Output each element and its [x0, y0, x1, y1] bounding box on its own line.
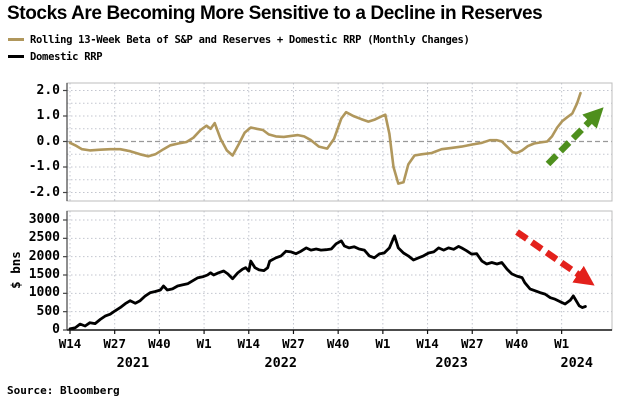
rrp-line — [68, 234, 587, 331]
chart-title: Stocks Are Becoming More Sensitive to a … — [7, 3, 543, 24]
uptrend-arrow — [545, 107, 604, 167]
legend-item-rrp: Domestic RRP — [8, 48, 470, 65]
legend-label-rrp: Domestic RRP — [30, 50, 103, 63]
legend-label-beta: Rolling 13-Week Beta of S&P and Reserves… — [30, 33, 470, 46]
legend: Rolling 13-Week Beta of S&P and Reserves… — [8, 31, 470, 65]
legend-item-beta: Rolling 13-Week Beta of S&P and Reserves… — [8, 31, 470, 48]
y-axis-title: $ bns — [8, 251, 23, 289]
beta-line — [68, 91, 582, 185]
beta-line-swatch — [8, 38, 24, 41]
source-note: Source: Bloomberg — [7, 384, 120, 397]
downtrend-arrow — [515, 229, 595, 286]
rrp-line-swatch — [8, 55, 24, 58]
